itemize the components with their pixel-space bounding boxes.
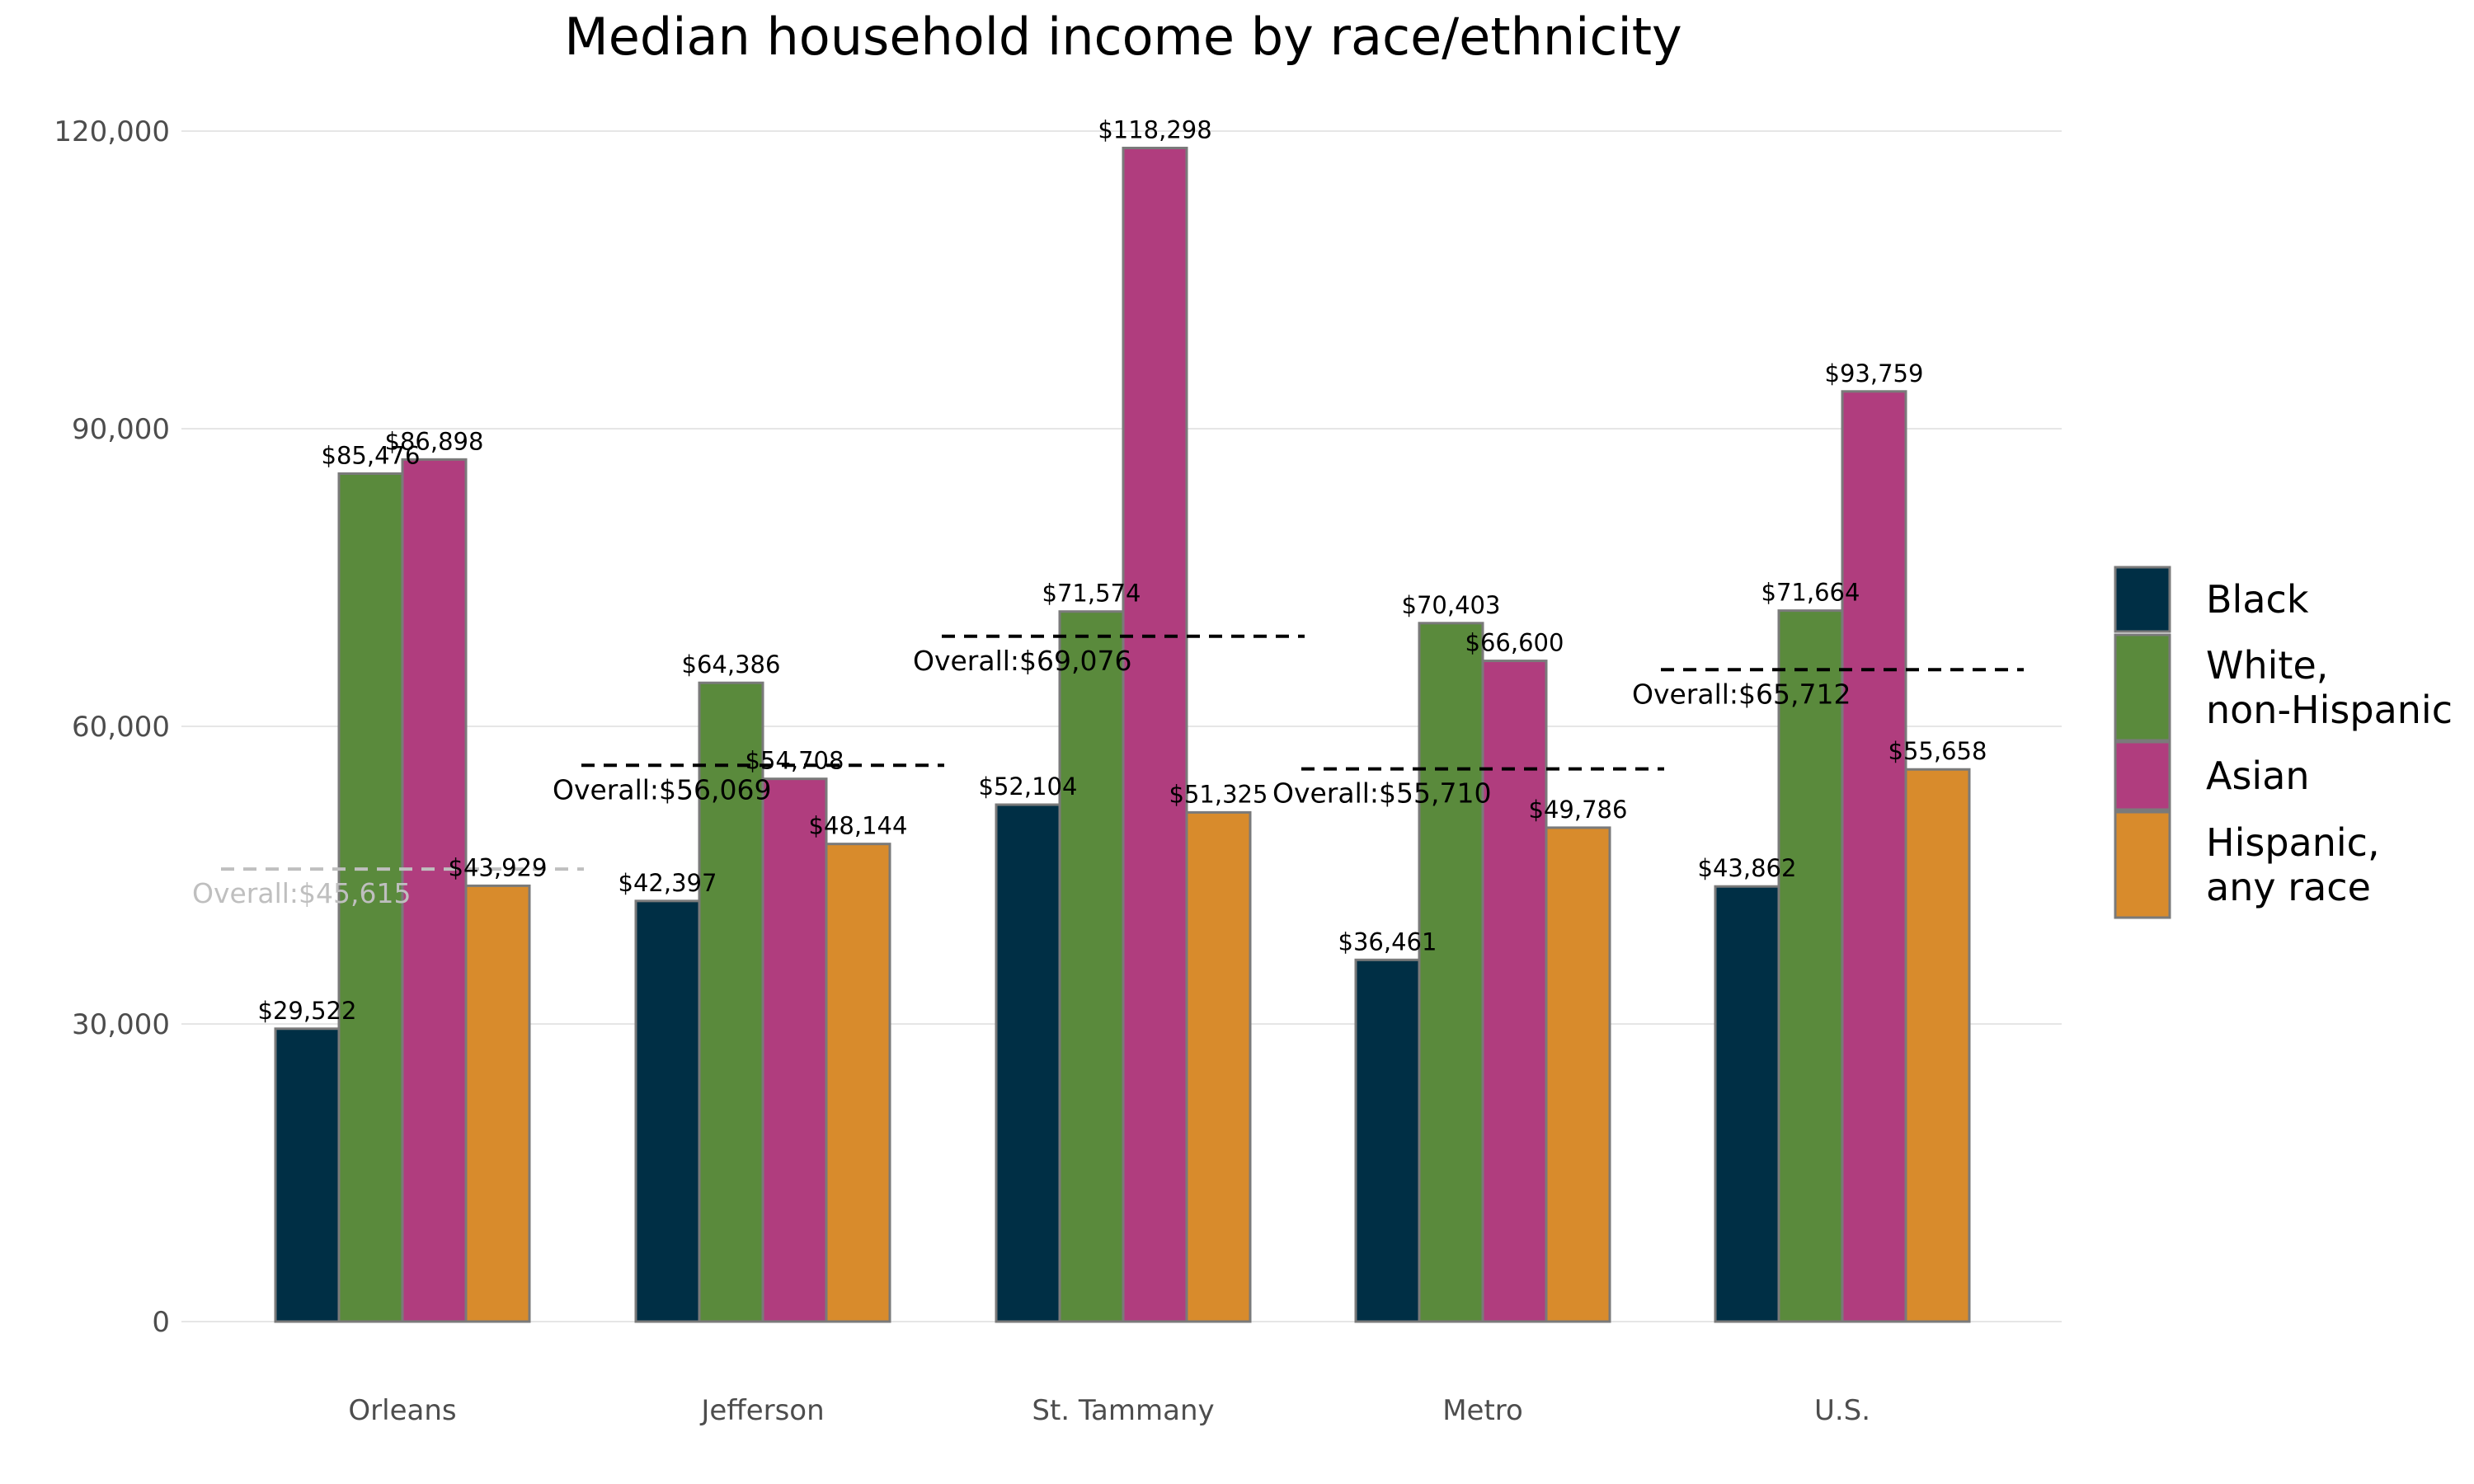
data-label: $48,144 — [809, 812, 908, 840]
x-axis: Orleans Jefferson St. Tammany Metro U.S. — [348, 1394, 1870, 1427]
bar — [698, 681, 764, 1323]
overall-lines: Overall:$45,615 Overall:$56,069 Overall:$6… — [192, 634, 2024, 909]
bar — [1904, 768, 1971, 1323]
bar — [634, 899, 701, 1323]
bar — [761, 777, 828, 1323]
legend-key — [2114, 566, 2171, 633]
bar — [337, 472, 404, 1323]
bar — [464, 884, 531, 1323]
y-tick-label: 30,000 — [72, 1008, 170, 1041]
bar — [1545, 826, 1611, 1323]
bar — [1354, 958, 1421, 1323]
data-label: $86,898 — [385, 427, 484, 455]
bar — [995, 803, 1061, 1323]
data-label: $49,786 — [1529, 796, 1628, 824]
overall-label: Overall:$69,076 — [913, 645, 1132, 677]
bar — [1185, 810, 1252, 1323]
legend-key — [2114, 740, 2171, 811]
bar — [1418, 622, 1484, 1323]
data-label: $55,658 — [1888, 737, 1987, 765]
data-label: $43,929 — [449, 853, 548, 881]
bar — [1122, 146, 1188, 1323]
chart-title: Median household income by race/ethnicit… — [564, 7, 1681, 67]
x-tick-label: Orleans — [348, 1394, 456, 1427]
data-label: $54,708 — [745, 747, 844, 775]
bar — [401, 458, 468, 1323]
data-label: $70,403 — [1402, 591, 1501, 619]
x-tick-label: Jefferson — [699, 1394, 824, 1427]
bar — [1714, 885, 1780, 1323]
y-tick-label: 120,000 — [54, 115, 170, 148]
bars — [274, 146, 1971, 1323]
legend-label: Black — [2206, 577, 2309, 622]
bar — [274, 1027, 341, 1323]
data-label: $43,862 — [1698, 854, 1797, 882]
data-label: $71,664 — [1761, 579, 1860, 607]
data-label: $71,574 — [1042, 580, 1141, 608]
legend: Black White,non-Hispanic Asian Hispanic,any… — [2114, 566, 2453, 919]
overall-label: Overall:$65,712 — [1632, 678, 1851, 710]
data-label: $36,461 — [1338, 928, 1437, 956]
x-tick-label: St. Tammany — [1032, 1394, 1214, 1427]
y-tick-label: 90,000 — [72, 413, 170, 446]
y-tick-label: 60,000 — [72, 711, 170, 744]
legend-key — [2114, 810, 2171, 919]
data-labels: $29,522 $85,476$86,898 $43,929 $42,397 $64,3… — [258, 115, 1987, 1024]
bar — [1841, 390, 1907, 1323]
overall-label: Overall:$45,615 — [192, 877, 412, 909]
legend-label: non-Hispanic — [2206, 688, 2453, 732]
legend-key — [2114, 633, 2171, 742]
data-label: $51,325 — [1169, 780, 1268, 808]
y-axis: 0 30,000 60,000 90,000 120,000 — [54, 115, 170, 1339]
bar — [825, 843, 891, 1323]
data-label: $118,298 — [1098, 115, 1211, 143]
y-tick-label: 0 — [152, 1306, 170, 1339]
legend-label: any race — [2206, 865, 2371, 909]
data-label: $85,476 — [322, 441, 421, 469]
bar — [1058, 610, 1125, 1323]
data-label: $52,104 — [979, 773, 1078, 801]
data-label: $66,600 — [1465, 629, 1564, 657]
data-label: $93,759 — [1825, 359, 1924, 387]
data-label: $29,522 — [258, 997, 357, 1025]
legend-label: White, — [2206, 643, 2328, 688]
data-label: $42,397 — [618, 869, 717, 897]
legend-label: Hispanic, — [2206, 820, 2380, 865]
bar — [1777, 609, 1844, 1323]
overall-label: Overall:$56,069 — [553, 773, 772, 805]
x-tick-label: Metro — [1442, 1394, 1523, 1427]
overall-label: Overall:$55,710 — [1272, 777, 1492, 810]
bar — [1481, 660, 1548, 1323]
legend-label: Asian — [2206, 754, 2310, 798]
x-tick-label: U.S. — [1814, 1394, 1870, 1427]
data-label: $64,386 — [682, 650, 781, 679]
